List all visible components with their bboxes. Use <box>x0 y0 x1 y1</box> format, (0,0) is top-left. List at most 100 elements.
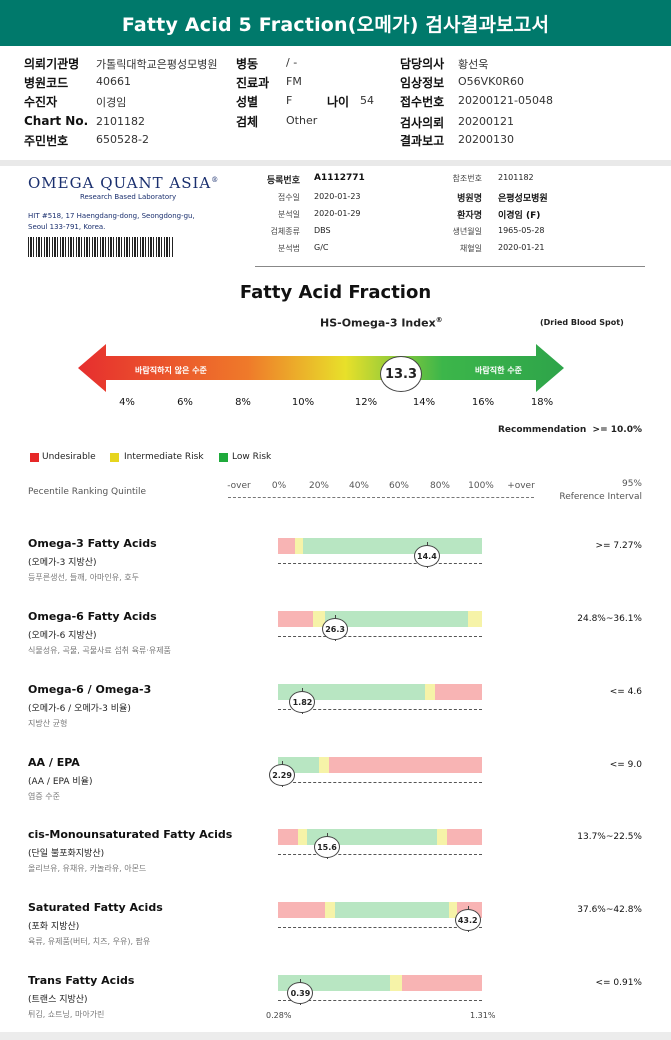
quintile-bar-segment-red <box>278 611 313 627</box>
section-title: Fatty Acid Fraction <box>239 282 432 303</box>
fatty-acid-value: 14.4 <box>417 551 437 561</box>
fatty-acid-name: cis-Monounsaturated Fatty Acids <box>28 828 233 841</box>
index-mark: ® <box>435 316 443 324</box>
fatty-acid-ref-interval: <= 9.0 <box>609 760 642 770</box>
legend-low-label: Low Risk <box>232 452 272 462</box>
reg-no-label: 등록번호 <box>266 176 300 186</box>
fatty-acid-ref-interval: <= 0.91% <box>595 978 642 988</box>
quintile-bar-segment-green <box>324 611 468 627</box>
ref-no-label: 참조번호 <box>452 174 482 183</box>
quintile-bar-segment-red <box>278 538 296 554</box>
value-marker: 15.6 <box>313 836 340 858</box>
quintile-bar <box>278 902 482 918</box>
quintile-bar <box>278 757 482 773</box>
quintile-bar-segment-yellow <box>437 829 448 845</box>
fatty-acid-name: AA / EPA <box>28 756 80 769</box>
ranking-scale-line <box>228 497 534 498</box>
index-tick-label: 18% <box>530 397 554 408</box>
index-tick-label: 14% <box>412 397 436 408</box>
index-tick-label: 12% <box>354 397 378 408</box>
quintile-dash-line <box>278 636 482 637</box>
value-marker: 14.4 <box>413 545 440 567</box>
doctor-value: 황선욱 <box>458 58 489 71</box>
fatty-acid-ref-interval: <= 4.6 <box>609 687 642 697</box>
value-marker: 0.39 <box>287 982 314 1004</box>
legend-intermediate-label: Intermediate Risk <box>124 452 204 462</box>
fatty-acid-value: 2.29 <box>272 770 292 780</box>
quintile-dash-line <box>278 563 482 564</box>
index-value-marker: 13.3 <box>380 356 422 392</box>
analyzed-value: 2020-01-29 <box>314 209 361 218</box>
dept-label: 진료과 <box>236 76 270 90</box>
sex-value: F <box>286 94 293 107</box>
fatty-acid-name: Omega-3 Fatty Acids <box>28 537 157 550</box>
fatty-acid-korean: (트랜스 지방산) <box>28 995 88 1005</box>
sample-type-note: (Dried Blood Spot) <box>540 318 624 327</box>
index-value: 13.3 <box>384 366 418 382</box>
fatty-acid-value: 0.39 <box>290 988 311 998</box>
index-gradient-arrow <box>78 344 564 392</box>
quintile-dash-line <box>278 1000 482 1001</box>
fatty-acid-food: 지방산 균형 <box>28 719 68 728</box>
sex-label: 성별 <box>236 95 259 109</box>
index-label-text: HS-Omega-3 Index <box>320 316 436 330</box>
fatty-acid-ref-interval: 37.6%~42.8% <box>577 905 642 915</box>
value-marker: 2.29 <box>269 764 296 786</box>
chart-value: 2101182 <box>96 115 145 128</box>
age-label: 나이 <box>327 95 350 109</box>
dob-label: 생년월일 <box>452 227 482 236</box>
fatty-acid-value: 43.2 <box>457 915 478 925</box>
age-value: 54 <box>360 94 374 107</box>
index-label: HS-Omega-3 Index® <box>320 316 443 330</box>
ranking-label: Pecentile Ranking Quintile <box>28 487 147 497</box>
doctor-label: 담당의사 <box>400 57 445 71</box>
ref-no-value: 2101182 <box>498 173 534 182</box>
quintile-bar-segment-yellow <box>298 829 307 845</box>
fatty-acid-korean: (오메가-3 지방산) <box>28 558 97 568</box>
fatty-acid-ref-interval: 13.7%~22.5% <box>577 832 642 842</box>
sample-type-label: 검체종류 <box>270 227 300 236</box>
desirable-level-text: 바람직한 수준 <box>475 366 522 375</box>
lab-subtitle: Research Based Laboratory <box>80 193 177 201</box>
undesirable-level-text: 바람직하지 않은 수준 <box>135 366 207 375</box>
ranking-scale-label: 20% <box>308 481 329 491</box>
section-divider <box>0 160 671 166</box>
ranking-scale-label: 40% <box>348 481 369 491</box>
quintile-bar-segment-red <box>447 829 482 845</box>
barcode <box>28 237 174 257</box>
quintile-bar-segment-yellow <box>318 757 329 773</box>
ref-interval-head: Reference Interval <box>559 492 642 502</box>
quintile-bar-segment-red <box>278 902 325 918</box>
quintile-bar-segment-yellow <box>324 902 336 918</box>
fatty-acid-korean: (단일 불포화지방산) <box>28 849 105 859</box>
code-label: 병원코드 <box>24 76 69 90</box>
patient-name-value: 이경임 (F) <box>498 211 541 221</box>
quintile-bar-segment-yellow <box>424 684 436 700</box>
report-title: Fatty Acid 5 Fraction(오메가) 검사결과보고서 <box>0 0 671 46</box>
fatty-acid-korean: (오메가-6 / 오메가-3 비율) <box>28 704 131 714</box>
lab-logo: OMEGA QUANT ASIA® <box>28 174 219 192</box>
fatty-acid-food: 식물성유, 곡물, 곡물사료 섭취 육류·유제품 <box>28 646 171 655</box>
ranking-scale-label: -over <box>227 481 251 491</box>
request-value: 20200121 <box>458 115 514 128</box>
legend-intermediate-swatch <box>110 453 119 462</box>
fatty-acid-food: 육류, 유제품(버터, 치즈, 우유), 팜유 <box>28 937 151 946</box>
hospital-name-value: 은평성모병원 <box>498 194 548 204</box>
code-value: 40661 <box>96 75 131 88</box>
quintile-bar-segment-green <box>278 684 425 700</box>
ranking-scale-label: 80% <box>429 481 450 491</box>
quintile-bar-segment-green <box>335 902 450 918</box>
chart-label: Chart No. <box>24 114 89 128</box>
value-marker: 43.2 <box>454 909 481 931</box>
quintile-bar-segment-yellow <box>467 611 482 627</box>
request-label: 검사의뢰 <box>400 116 445 130</box>
legend-undesirable-label: Undesirable <box>42 452 96 462</box>
quintile-dash-line <box>278 927 482 928</box>
fatty-acid-name: Saturated Fatty Acids <box>28 901 163 914</box>
ward-value: / - <box>286 56 298 69</box>
draw-date-value: 2020-01-21 <box>498 243 545 252</box>
recommendation-label: Recommendation <box>497 425 587 435</box>
index-tick-label: 8% <box>235 397 251 408</box>
lab-logo-mark: ® <box>211 176 220 184</box>
quintile-bar <box>278 975 482 991</box>
